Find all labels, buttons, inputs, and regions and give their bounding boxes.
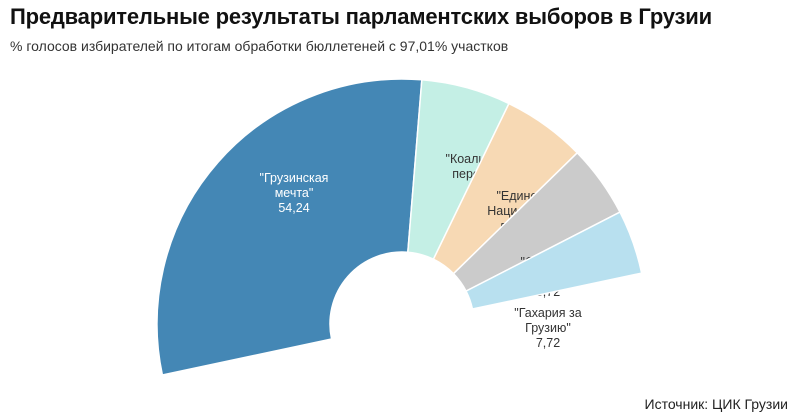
slice-value-label: 7,72: [536, 336, 560, 350]
slice-label-1: "Грузинская мечта"54,24: [260, 171, 329, 215]
source-note: Источник: ЦИК Грузии: [644, 396, 789, 412]
slice-label-text: "Грузинская мечта": [260, 171, 329, 200]
slice-value-label: 54,24: [278, 201, 309, 215]
slice-5: [465, 211, 643, 310]
slice-1: [156, 78, 423, 376]
chart-subtitle: % голосов избирателей по итогам обработк…: [10, 38, 509, 54]
slice-label-5: "Гахария за Грузию"7,72: [514, 306, 581, 350]
slice-label-text: "Гахария за Грузию": [514, 306, 581, 335]
chart-title: Предварительные результаты парламентских…: [10, 4, 712, 29]
